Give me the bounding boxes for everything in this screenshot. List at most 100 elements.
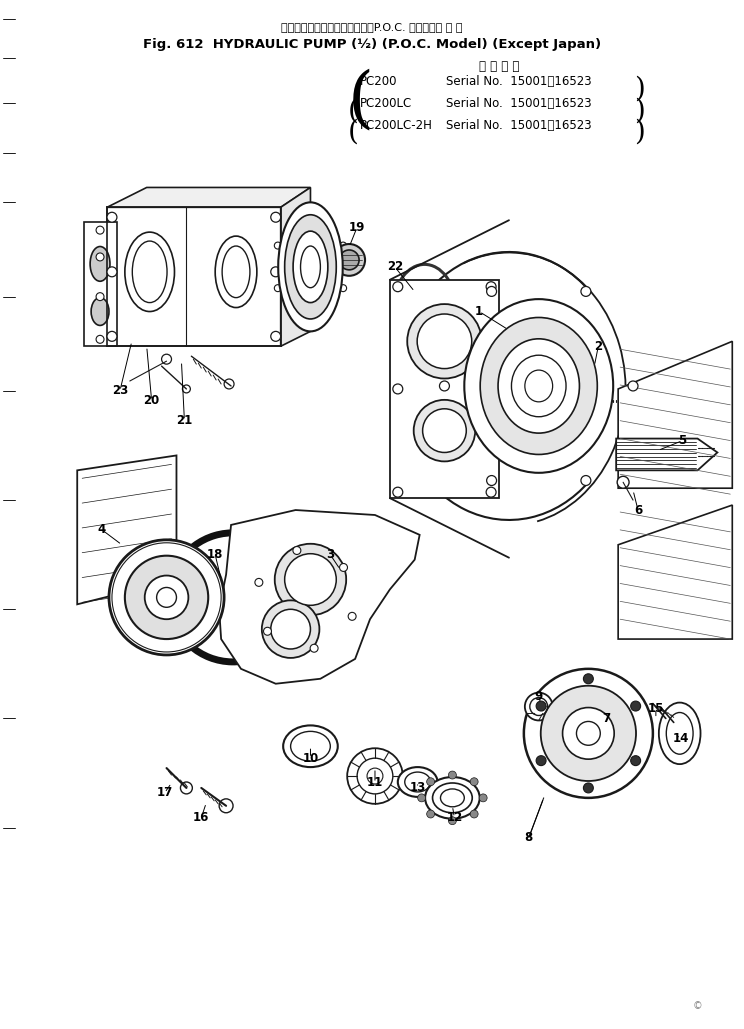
Ellipse shape [425, 777, 480, 819]
Circle shape [263, 628, 272, 635]
Text: 15: 15 [648, 702, 664, 715]
Text: PC200: PC200 [360, 75, 397, 88]
Circle shape [96, 226, 104, 235]
Circle shape [333, 244, 365, 276]
Circle shape [275, 242, 281, 249]
Circle shape [426, 810, 434, 818]
Circle shape [145, 575, 188, 619]
Ellipse shape [293, 232, 328, 303]
Circle shape [107, 267, 117, 277]
Circle shape [347, 748, 403, 804]
Circle shape [271, 267, 280, 277]
Circle shape [581, 286, 591, 296]
Text: 14: 14 [673, 732, 689, 745]
Ellipse shape [262, 600, 319, 658]
Ellipse shape [464, 299, 613, 472]
Text: 9: 9 [535, 690, 543, 703]
Circle shape [631, 755, 641, 766]
Ellipse shape [271, 609, 310, 649]
Circle shape [255, 578, 263, 587]
Text: 22: 22 [387, 260, 403, 274]
Text: 13: 13 [409, 781, 426, 794]
Text: PC200LC-2H: PC200LC-2H [360, 119, 433, 132]
Ellipse shape [423, 409, 466, 453]
Text: ): ) [634, 97, 645, 125]
Circle shape [487, 286, 496, 296]
Ellipse shape [659, 703, 701, 765]
Circle shape [631, 701, 641, 711]
Circle shape [125, 556, 208, 639]
Circle shape [536, 755, 546, 766]
Text: 3: 3 [327, 548, 334, 561]
Circle shape [486, 282, 496, 291]
Ellipse shape [398, 767, 437, 796]
Text: 6: 6 [634, 503, 642, 517]
Circle shape [583, 783, 593, 793]
Text: ハイドロリック　ポンプ　　　P.O.C. 仕様　　海 外 向: ハイドロリック ポンプ P.O.C. 仕様 海 外 向 [281, 22, 463, 32]
Circle shape [486, 384, 496, 394]
Circle shape [96, 335, 104, 344]
Text: (: ( [348, 97, 359, 125]
Text: 12: 12 [446, 811, 463, 824]
Circle shape [393, 282, 403, 291]
Circle shape [536, 701, 546, 711]
Circle shape [525, 693, 553, 720]
Circle shape [479, 794, 487, 802]
Circle shape [628, 381, 638, 391]
Circle shape [339, 564, 347, 571]
Text: 適 用 号 機: 適 用 号 機 [479, 61, 519, 73]
Text: 19: 19 [349, 220, 365, 234]
Text: ©: © [693, 1001, 702, 1012]
Text: Serial No.  15001～16523: Serial No. 15001～16523 [446, 75, 592, 88]
Text: ): ) [634, 119, 645, 146]
Ellipse shape [285, 554, 336, 605]
Circle shape [470, 810, 478, 818]
Circle shape [293, 546, 301, 555]
Circle shape [307, 306, 314, 313]
Circle shape [340, 242, 347, 249]
Circle shape [583, 674, 593, 683]
Ellipse shape [285, 215, 336, 319]
Text: 21: 21 [176, 415, 193, 427]
Circle shape [449, 817, 456, 824]
Polygon shape [616, 438, 717, 470]
Text: 5: 5 [679, 434, 687, 447]
Circle shape [275, 285, 281, 291]
Ellipse shape [215, 236, 257, 308]
Circle shape [96, 253, 104, 261]
Text: 8: 8 [525, 831, 533, 844]
Text: Serial No.  15001～16523: Serial No. 15001～16523 [446, 97, 592, 110]
Polygon shape [280, 187, 310, 347]
Polygon shape [618, 505, 732, 639]
Circle shape [470, 778, 478, 786]
Circle shape [271, 331, 280, 342]
Text: 11: 11 [367, 777, 383, 789]
Circle shape [524, 669, 653, 797]
Circle shape [107, 331, 117, 342]
Circle shape [393, 487, 403, 497]
Text: 20: 20 [144, 394, 160, 407]
Text: 16: 16 [193, 811, 210, 824]
Polygon shape [107, 207, 280, 347]
Text: PC200LC: PC200LC [360, 97, 412, 110]
Circle shape [449, 771, 456, 779]
Circle shape [486, 487, 496, 497]
Ellipse shape [91, 297, 109, 325]
Circle shape [109, 540, 224, 654]
Circle shape [348, 612, 356, 620]
Text: 23: 23 [112, 385, 128, 397]
Circle shape [618, 476, 629, 488]
Polygon shape [84, 222, 117, 347]
Text: 2: 2 [594, 340, 603, 353]
Text: Fig. 612  HYDRAULIC PUMP (½) (P.O.C. Model) (Except Japan): Fig. 612 HYDRAULIC PUMP (½) (P.O.C. Mode… [143, 38, 601, 50]
Ellipse shape [417, 314, 472, 368]
Ellipse shape [278, 203, 343, 331]
Ellipse shape [125, 233, 175, 312]
Text: 10: 10 [302, 751, 318, 765]
Ellipse shape [407, 305, 481, 379]
Circle shape [107, 212, 117, 222]
Text: 4: 4 [98, 524, 106, 536]
Circle shape [310, 644, 318, 652]
Polygon shape [390, 280, 499, 498]
Circle shape [426, 778, 434, 786]
